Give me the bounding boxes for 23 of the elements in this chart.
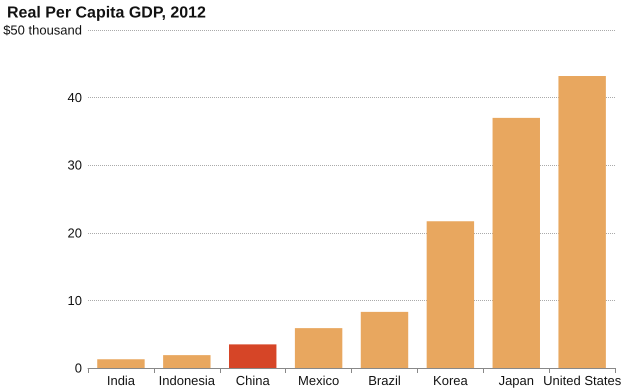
bar	[360, 312, 408, 368]
bar	[426, 221, 474, 368]
x-tick-label: India	[106, 373, 136, 388]
bar	[97, 359, 145, 368]
y-tick-label: $50 thousand	[3, 22, 82, 38]
x-tick-label: Korea	[433, 373, 468, 388]
x-tick-label: Indonesia	[158, 373, 216, 388]
x-tick-label: Mexico	[298, 373, 340, 388]
y-tick-label: 30	[68, 158, 82, 173]
bar	[492, 118, 540, 368]
x-tick-label: China	[236, 373, 270, 388]
y-tick-label: 20	[68, 225, 82, 240]
chart-title: Real Per Capita GDP, 2012	[7, 4, 206, 22]
y-tick-label: 10	[68, 292, 82, 308]
x-tick-label: Japan	[498, 373, 534, 388]
y-tick-label: 0	[74, 360, 82, 376]
x-tick-label: United States	[543, 373, 622, 388]
bar	[229, 344, 276, 368]
bar	[294, 328, 342, 368]
bar	[163, 355, 211, 368]
y-tick-label: 40	[68, 90, 82, 106]
bar	[558, 76, 606, 368]
x-tick-label: Brazil	[368, 373, 401, 388]
